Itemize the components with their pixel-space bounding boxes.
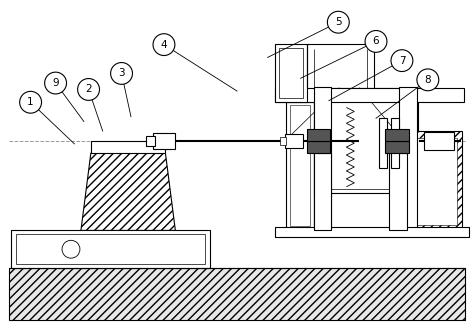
Bar	[412, 138, 457, 225]
Text: 2: 2	[85, 84, 92, 94]
Text: 5: 5	[335, 17, 342, 27]
Bar	[307, 141, 330, 153]
Bar	[424, 132, 454, 150]
Bar	[385, 129, 409, 141]
Text: 8: 8	[425, 75, 431, 85]
Text: 4: 4	[161, 40, 167, 50]
Circle shape	[78, 78, 100, 100]
Bar	[280, 137, 286, 145]
Text: 1: 1	[27, 97, 34, 107]
Circle shape	[391, 50, 413, 71]
Circle shape	[417, 69, 439, 91]
Bar	[146, 136, 155, 146]
Bar	[391, 118, 399, 168]
Bar	[279, 48, 302, 98]
Bar	[313, 87, 331, 230]
Text: 9: 9	[52, 78, 59, 88]
Bar	[385, 141, 409, 153]
Text: 3: 3	[118, 68, 125, 78]
Circle shape	[153, 34, 175, 56]
Bar	[275, 227, 469, 237]
Bar	[313, 153, 331, 230]
Bar	[275, 44, 307, 101]
Polygon shape	[81, 153, 175, 230]
Bar	[275, 88, 464, 101]
Text: 6: 6	[373, 36, 379, 47]
Circle shape	[365, 30, 387, 52]
Circle shape	[62, 240, 80, 258]
Bar	[389, 153, 407, 230]
Bar	[285, 134, 302, 148]
Bar	[16, 234, 205, 264]
Bar	[11, 230, 210, 268]
Bar	[318, 92, 414, 189]
Bar	[379, 118, 387, 168]
Bar	[290, 106, 310, 226]
Bar	[399, 87, 417, 230]
Bar	[286, 101, 313, 230]
Text: 7: 7	[399, 56, 405, 66]
Bar	[91, 141, 165, 153]
Bar	[307, 129, 330, 141]
Bar	[154, 133, 175, 149]
Bar	[9, 268, 465, 320]
Bar	[313, 88, 418, 193]
Circle shape	[328, 11, 349, 33]
Circle shape	[110, 63, 133, 84]
Circle shape	[45, 72, 66, 94]
Circle shape	[19, 91, 42, 113]
Bar	[407, 131, 462, 230]
